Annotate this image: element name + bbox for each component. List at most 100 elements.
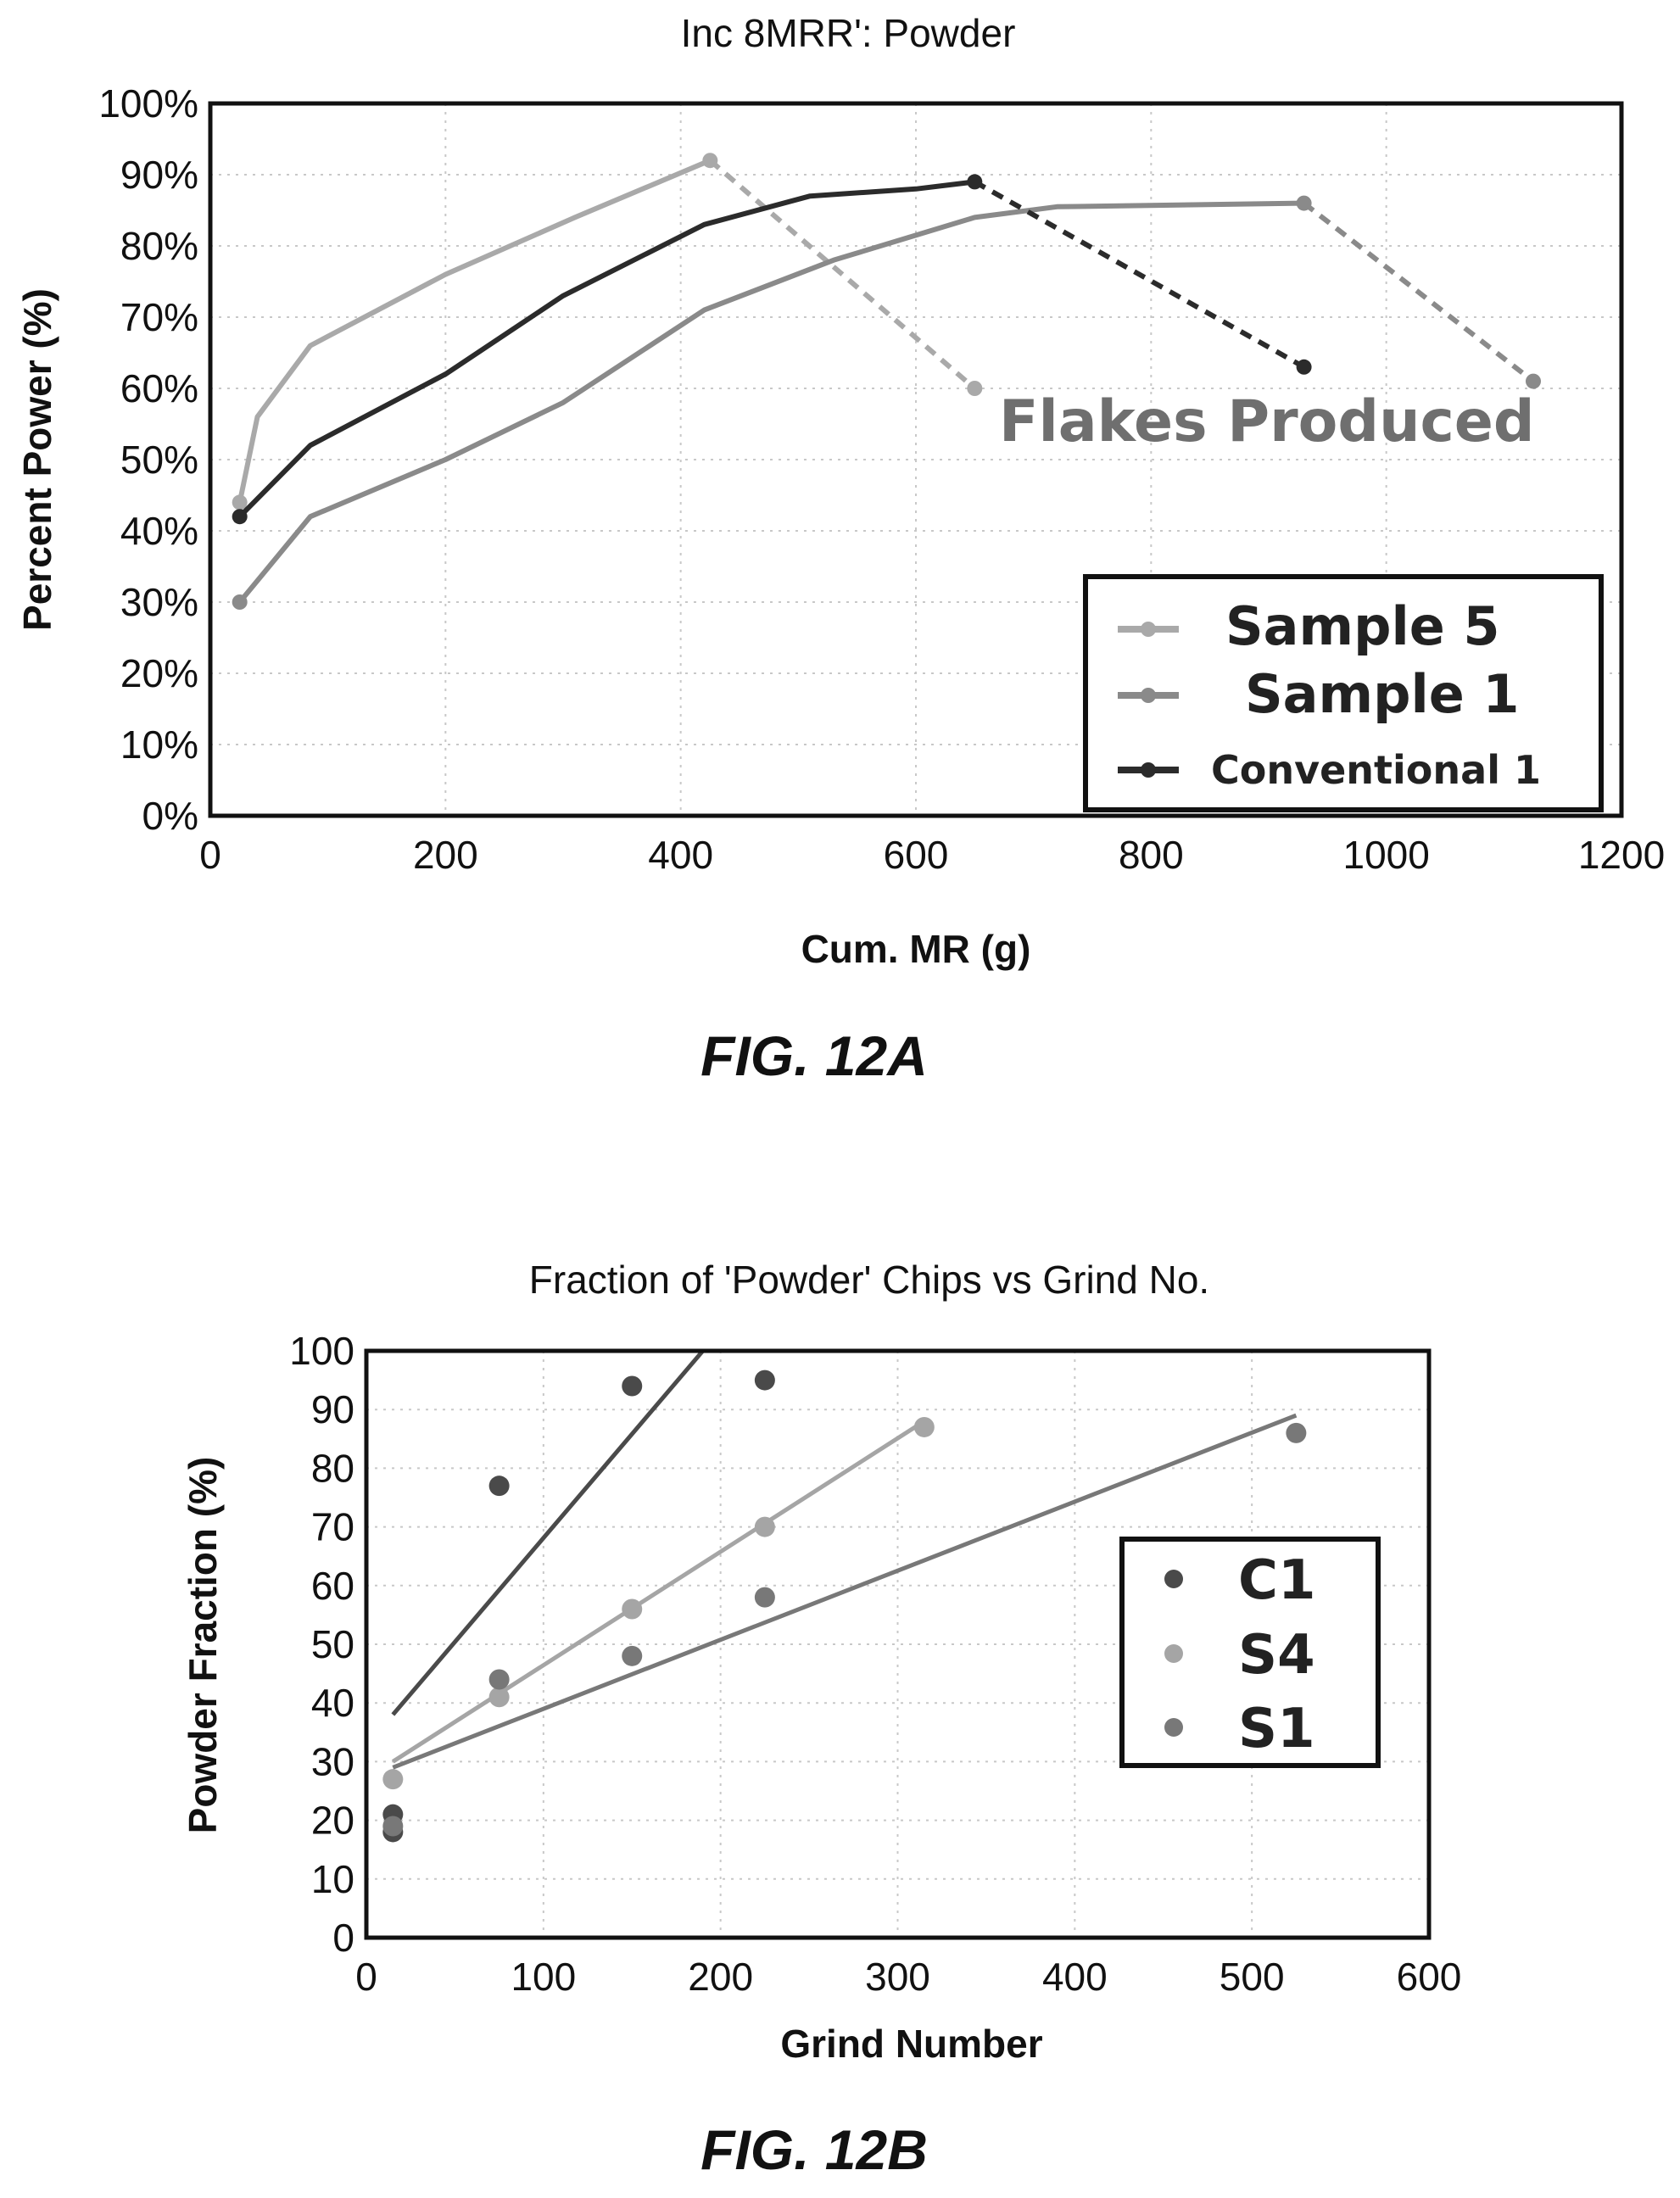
chart-12b-plot-frame [364, 1348, 1432, 1940]
data-point-s4 [488, 1687, 510, 1708]
chart-12a: Inc 8MRR': Powder 0% 10% 20% 30% 40% 50% 60% 70… [15, 11, 1665, 1087]
legend-label-s1: S1 [1238, 1698, 1315, 1760]
chart-12a-y-tick-label: 90% [120, 153, 198, 197]
chart-12a-y-tick-label: 80% [120, 224, 198, 268]
data-point-c1 [754, 1370, 775, 1391]
chart-12a-x-tick-label: 1000 [1342, 833, 1429, 877]
chart-12b-y-tick-label: 60 [311, 1564, 354, 1608]
data-point-conventional-1 [967, 174, 983, 190]
chart-12a-x-tick-label: 0 [199, 833, 221, 877]
chart-12b-y-ticks: 0 10 20 30 40 50 60 70 80 90 100 [289, 1329, 354, 1960]
legend-item-sample-5: Sample 5 [1118, 595, 1500, 657]
chart-12a-x-ticks: 0 200 400 600 800 1000 1200 [199, 833, 1665, 877]
series-dashed-line-sample-1 [1302, 201, 1535, 383]
legend-item-s4: S4 [1164, 1624, 1315, 1687]
data-point-s4 [622, 1598, 643, 1620]
chart-12b-x-tick-label: 500 [1220, 1955, 1285, 1999]
trend-line-c1 [391, 1349, 705, 1716]
chart-12b-y-tick-label: 20 [311, 1799, 354, 1843]
series-dashed-line-sample-5 [708, 158, 977, 391]
chart-12b-y-tick-label: 40 [311, 1681, 354, 1725]
legend-label-sample-1: Sample 1 [1245, 663, 1520, 725]
legend-label-c1: C1 [1238, 1549, 1316, 1612]
chart-12b-y-tick-label: 50 [311, 1622, 354, 1666]
chart-12a-x-tick-label: 400 [648, 833, 713, 877]
chart-12b-x-tick-label: 600 [1397, 1955, 1462, 1999]
chart-12a-y-tick-label: 30% [120, 580, 198, 624]
chart-12a-series [232, 153, 1541, 610]
legend-item-sample-1: Sample 1 [1118, 663, 1520, 725]
chart-12a-x-tick-label: 1200 [1578, 833, 1665, 877]
chart-12b-y-tick-label: 30 [311, 1739, 354, 1783]
chart-12a-y-tick-label: 10% [120, 722, 198, 767]
trend-line-s4 [391, 1419, 926, 1764]
chart-12a-y-tick-label: 100% [98, 81, 198, 126]
chart-12b-x-ticks: 0 100 200 300 400 500 600 [355, 1955, 1461, 1999]
chart-12a-y-tick-label: 40% [120, 509, 198, 553]
chart-12b-y-tick-label: 70 [311, 1505, 354, 1549]
series-dashed-line-conventional-1 [973, 179, 1306, 370]
data-point-sample-5 [702, 153, 718, 169]
legend-item-s1: S1 [1164, 1698, 1315, 1760]
chart-12a-legend: Sample 5 Sample 1 Conventional 1 [1083, 574, 1604, 812]
chart-12b-x-tick-label: 200 [688, 1955, 753, 1999]
trend-line-s1 [392, 1413, 1298, 1770]
chart-12a-plot-frame [208, 101, 1624, 818]
legend-marker-sample-5 [1141, 622, 1156, 637]
data-point-sample-5 [232, 494, 248, 510]
data-point-c1 [488, 1476, 510, 1497]
chart-12a-y-tick-label: 0% [142, 794, 198, 838]
chart-12b-y-axis-label: Powder Fraction (%) [181, 1457, 225, 1834]
data-point-s1 [382, 1816, 404, 1837]
chart-12a-x-tick-label: 800 [1119, 833, 1184, 877]
series-line-conventional-1 [237, 179, 978, 520]
data-point-sample-1 [232, 594, 248, 610]
legend-marker-s1 [1164, 1718, 1183, 1737]
data-point-s1 [622, 1645, 643, 1666]
data-point-sample-5 [967, 381, 983, 396]
chart-12b-legend: C1 S4 S1 [1119, 1537, 1381, 1768]
chart-12a-title: Inc 8MRR': Powder [681, 11, 1016, 55]
chart-12a-grid [210, 103, 1621, 816]
figure-caption-12b: FIG. 12B [700, 2118, 928, 2181]
chart-12a-y-tick-label: 20% [120, 651, 198, 695]
chart-12b-x-tick-label: 400 [1042, 1955, 1108, 1999]
legend-item-c1: C1 [1164, 1549, 1316, 1612]
chart-12b-y-tick-label: 80 [311, 1446, 354, 1490]
chart-12b-x-tick-label: 300 [865, 1955, 930, 1999]
chart-12a-x-tick-label: 200 [413, 833, 478, 877]
chart-12b-y-tick-label: 90 [311, 1387, 354, 1431]
data-point-sample-1 [1526, 373, 1541, 389]
chart-12b-x-tick-label: 0 [355, 1955, 377, 1999]
chart-12b-title: Fraction of 'Powder' Chips vs Grind No. [529, 1258, 1209, 1302]
chart-12a-x-tick-label: 600 [884, 833, 949, 877]
chart-12b: Fraction of 'Powder' Chips vs Grind No. … [181, 1258, 1461, 2181]
chart-12a-y-tick-label: 70% [120, 295, 198, 339]
legend-marker-s4 [1164, 1644, 1183, 1663]
chart-12b-y-tick-label: 0 [332, 1916, 354, 1960]
data-point-s1 [754, 1587, 775, 1608]
data-point-s4 [382, 1769, 404, 1790]
chart-12b-x-axis-label: Grind Number [780, 2022, 1042, 2066]
chart-12a-y-ticks: 0% 10% 20% 30% 40% 50% 60% 70% 80% 90% 100% [98, 81, 198, 838]
data-point-sample-1 [1296, 195, 1312, 211]
chart-12b-x-tick-label: 100 [511, 1955, 576, 1999]
chart-12b-series [382, 1349, 1307, 1843]
data-point-c1 [622, 1375, 643, 1397]
chart-12a-y-tick-label: 50% [120, 438, 198, 482]
data-point-s4 [913, 1416, 935, 1437]
legend-item-conventional-1: Conventional 1 [1118, 747, 1541, 793]
chart-12a-y-axis-label: Percent Power (%) [15, 288, 59, 631]
data-point-conventional-1 [1296, 359, 1312, 375]
chart-12b-y-tick-label: 10 [311, 1857, 354, 1901]
legend-marker-sample-1 [1141, 688, 1156, 703]
legend-label-conventional-1: Conventional 1 [1211, 747, 1541, 793]
chart-12a-annotation: Flakes Produced [999, 388, 1535, 455]
legend-label-s4: S4 [1238, 1624, 1315, 1687]
legend-marker-conventional-1 [1141, 762, 1156, 778]
data-point-s1 [488, 1669, 510, 1690]
legend-marker-c1 [1164, 1570, 1183, 1588]
series-line-sample-5 [237, 158, 713, 505]
chart-12a-x-axis-label: Cum. MR (g) [801, 927, 1031, 971]
